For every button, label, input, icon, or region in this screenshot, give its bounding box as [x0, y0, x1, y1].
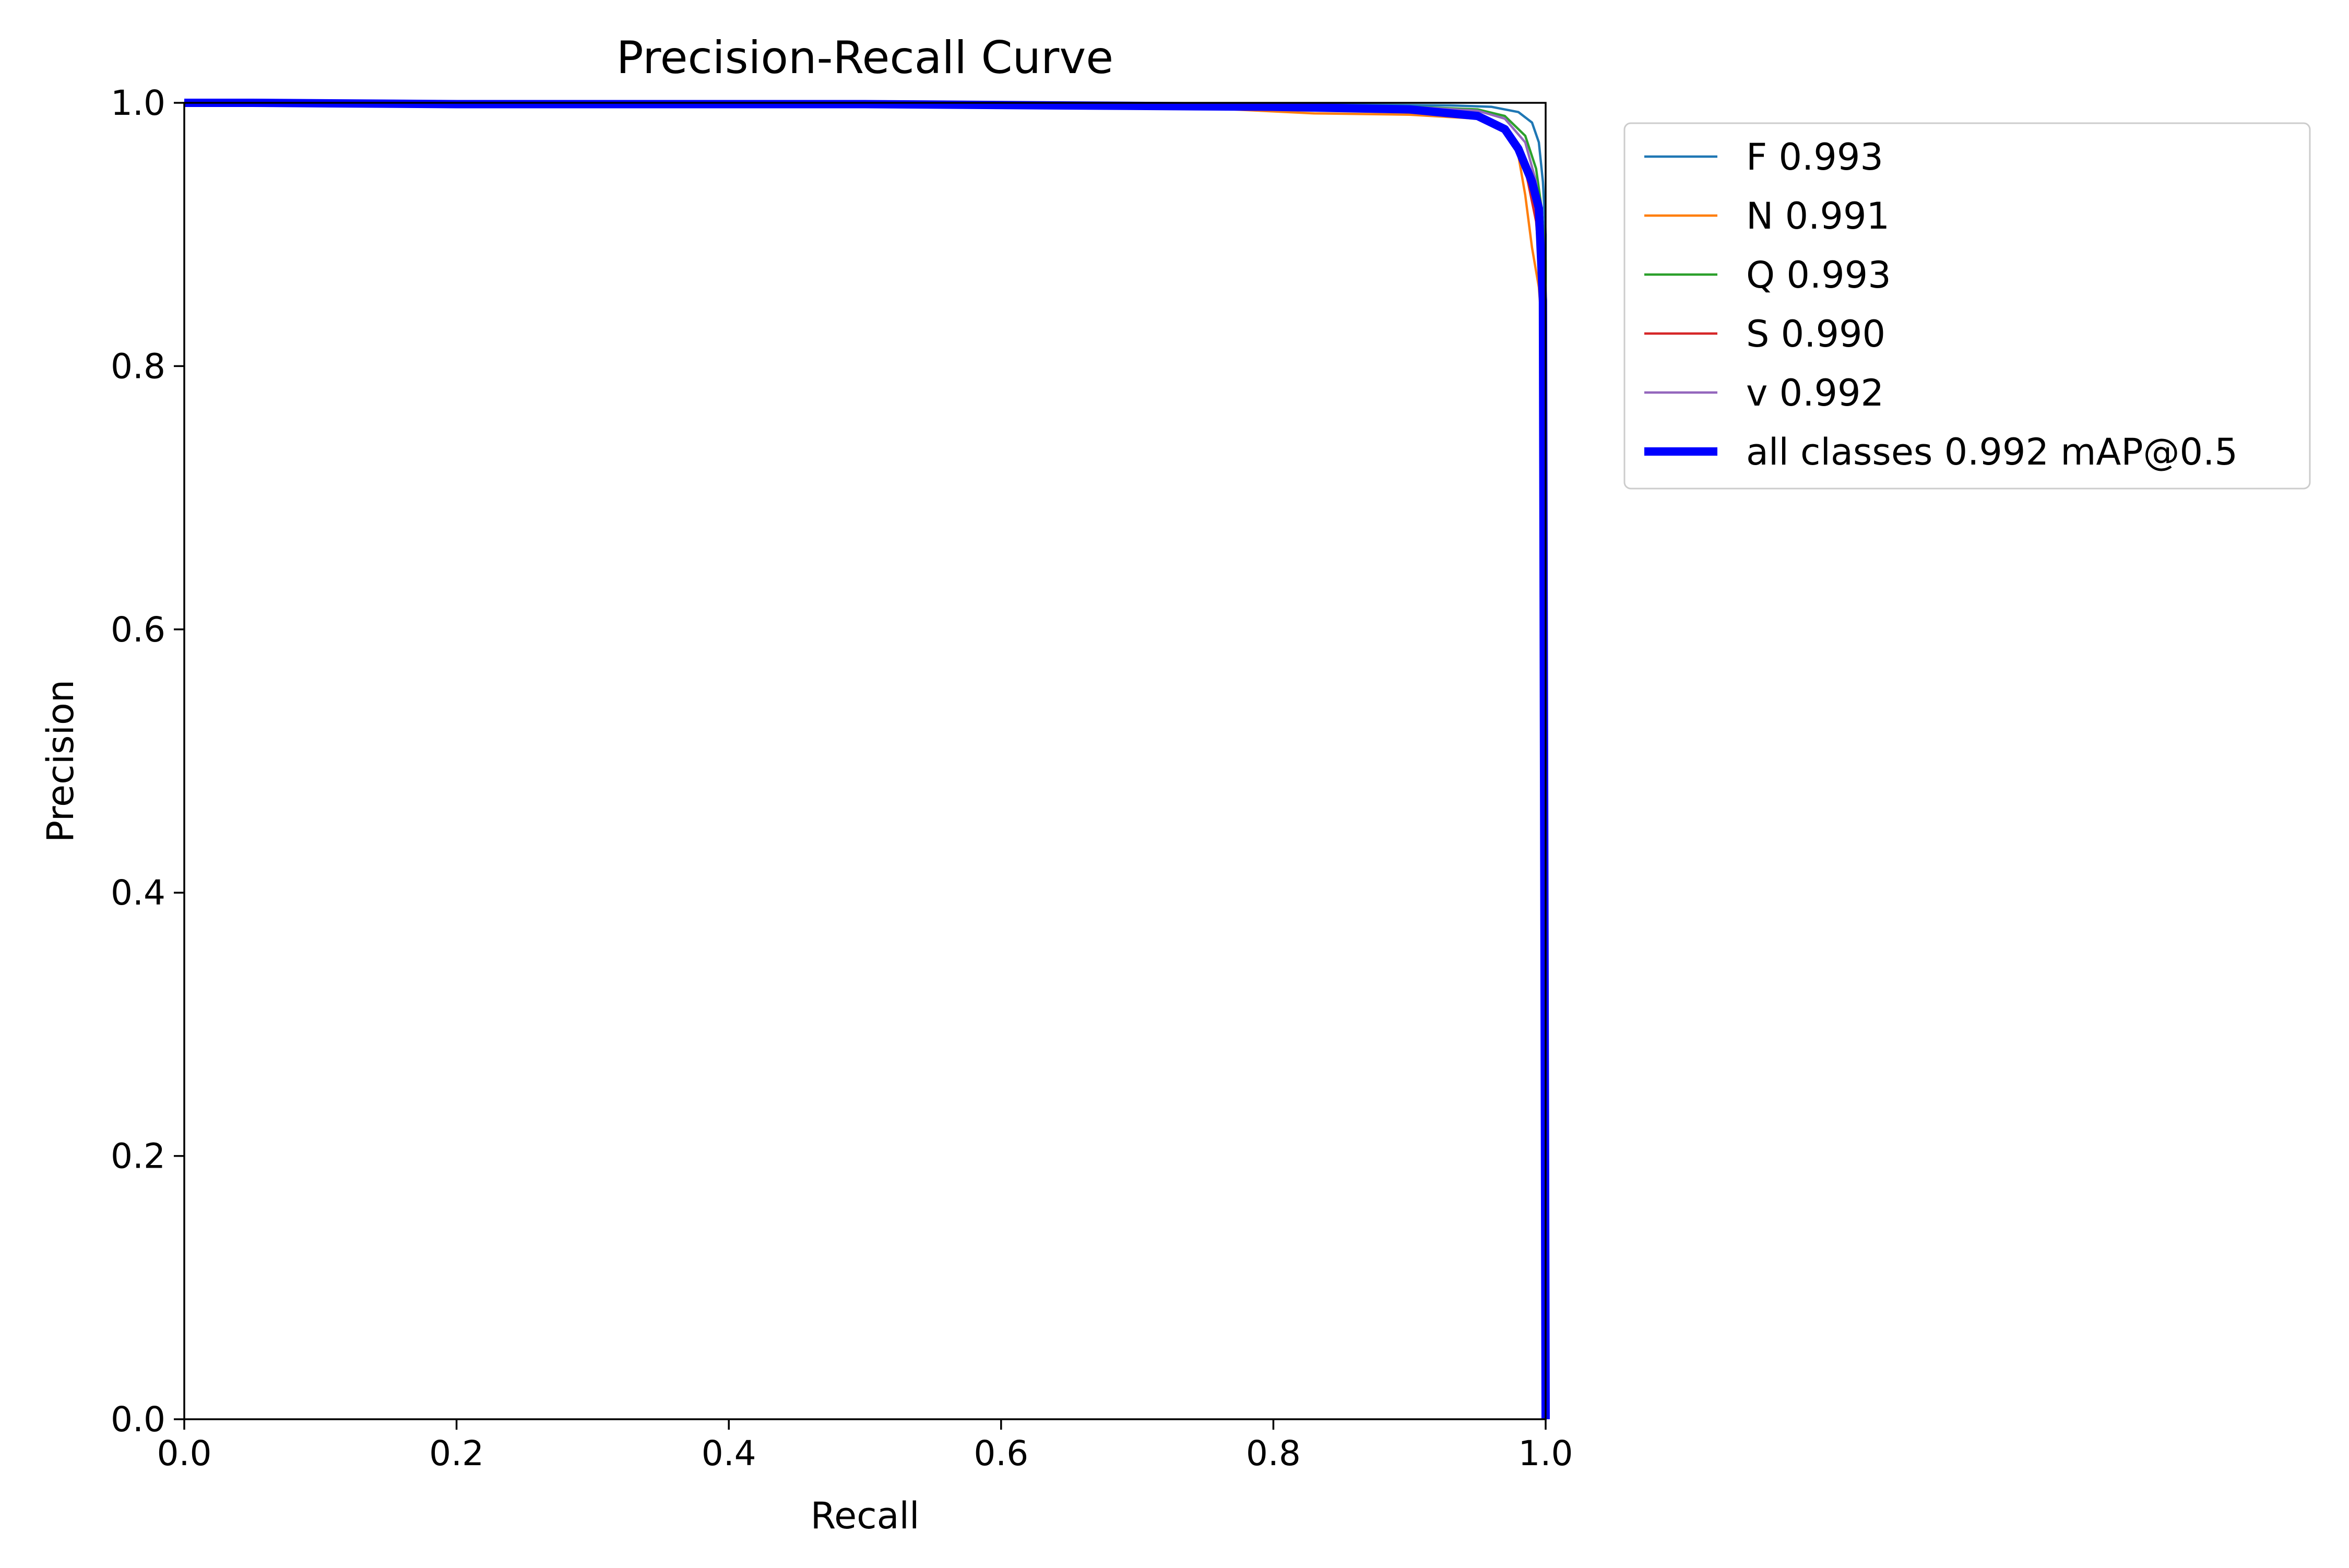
x-tick-label: 0.6: [974, 1433, 1028, 1474]
y-tick-label: 0.6: [111, 610, 165, 650]
y-axis-label: Precision: [39, 680, 82, 842]
x-tick-label: 1.0: [1518, 1433, 1573, 1474]
y-tick-label: 0.4: [111, 873, 165, 913]
x-tick-label: 0.0: [157, 1433, 212, 1474]
legend: F 0.993 N 0.991 Q 0.993 S 0.990 v 0.992 all c…: [1623, 122, 2311, 490]
y-tick-label: 0.0: [111, 1399, 165, 1440]
series-line-5: [184, 99, 1550, 1420]
legend-label-2: Q 0.993: [1746, 254, 1891, 296]
legend-label-0: F 0.993: [1746, 136, 1883, 179]
y-axis: 0.0 0.2 0.4 0.6 0.8 1.0: [111, 83, 184, 1440]
y-tick-label: 0.2: [111, 1136, 165, 1177]
x-axis: 0.0 0.2 0.4 0.6 0.8 1.0: [157, 1419, 1573, 1474]
x-axis-label: Recall: [811, 1494, 920, 1537]
legend-label-5: all classes 0.992 mAP@0.5: [1746, 431, 2238, 473]
x-tick-label: 0.2: [429, 1433, 484, 1474]
legend-label-3: S 0.990: [1746, 313, 1885, 355]
legend-label-4: v 0.992: [1746, 372, 1884, 414]
legend-label-1: N 0.991: [1746, 195, 1890, 237]
plot-area-frame: [183, 102, 1547, 1420]
chart-title: Precision-Recall Curve: [616, 32, 1113, 84]
y-tick-label: 0.8: [111, 346, 165, 386]
legend-box: [1623, 122, 2311, 490]
x-tick-label: 0.8: [1246, 1433, 1301, 1474]
y-tick-label: 1.0: [111, 83, 165, 123]
x-tick-label: 0.4: [702, 1433, 756, 1474]
